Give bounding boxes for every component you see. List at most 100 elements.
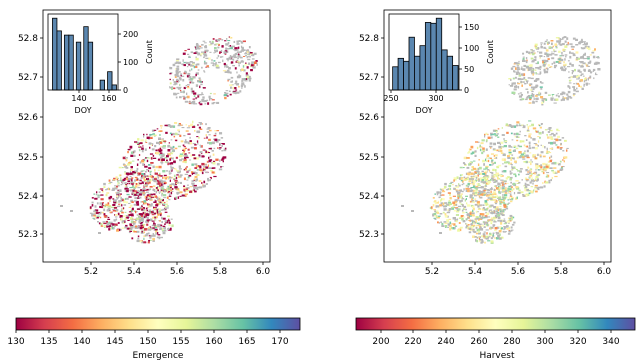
no-data-parcel xyxy=(162,147,166,149)
field-parcel xyxy=(126,216,129,219)
no-data-parcel xyxy=(223,51,227,54)
no-data-parcel xyxy=(176,92,180,94)
no-data-parcel xyxy=(473,231,477,233)
field-parcel xyxy=(559,160,562,163)
field-parcel xyxy=(462,211,465,214)
field-parcel xyxy=(477,224,480,227)
no-data-parcel xyxy=(553,66,557,69)
field-parcel xyxy=(144,228,147,231)
field-parcel xyxy=(146,181,149,184)
field-parcel xyxy=(157,226,159,228)
no-data-parcel xyxy=(517,93,520,95)
field-parcel xyxy=(474,198,477,201)
no-data-parcel xyxy=(106,215,108,218)
no-data-parcel xyxy=(516,124,519,127)
no-data-parcel xyxy=(133,203,137,206)
no-data-parcel xyxy=(446,189,449,191)
no-data-parcel xyxy=(202,166,207,168)
field-parcel xyxy=(491,175,494,179)
field-parcel xyxy=(175,183,179,184)
field-parcel xyxy=(555,47,558,49)
no-data-parcel xyxy=(550,179,552,182)
no-data-parcel xyxy=(186,92,188,95)
no-data-parcel xyxy=(540,46,543,49)
no-data-parcel xyxy=(207,141,209,144)
no-data-parcel xyxy=(550,98,554,101)
no-data-parcel xyxy=(197,69,200,71)
no-data-parcel xyxy=(158,192,161,194)
field-parcel xyxy=(433,209,436,211)
no-data-parcel xyxy=(98,191,101,193)
field-parcel xyxy=(126,201,128,204)
field-parcel xyxy=(544,129,548,131)
field-parcel xyxy=(527,126,529,130)
field-parcel xyxy=(519,155,524,158)
field-parcel xyxy=(202,149,205,151)
no-data-parcel xyxy=(444,182,447,186)
histogram-bar xyxy=(68,34,74,91)
field-parcel xyxy=(492,234,494,236)
field-parcel xyxy=(134,176,138,178)
field-parcel xyxy=(484,133,486,136)
y-tick-label: 52.3 xyxy=(18,230,38,240)
field-parcel xyxy=(170,152,173,155)
no-data-parcel xyxy=(569,55,572,59)
no-data-parcel xyxy=(485,238,489,240)
field-parcel xyxy=(548,152,552,154)
no-data-parcel xyxy=(535,73,538,75)
field-parcel xyxy=(193,95,196,98)
no-data-parcel xyxy=(120,184,123,186)
field-parcel xyxy=(539,136,541,139)
no-data-parcel xyxy=(512,65,516,68)
no-data-parcel xyxy=(497,219,500,222)
field-parcel xyxy=(148,179,151,181)
field-parcel xyxy=(157,158,161,161)
field-parcel xyxy=(184,168,187,171)
field-parcel xyxy=(175,59,179,62)
field-parcel xyxy=(135,142,138,144)
field-parcel xyxy=(533,154,537,156)
field-parcel xyxy=(208,159,211,163)
no-data-parcel xyxy=(226,48,230,50)
field-parcel xyxy=(498,226,502,228)
no-data-parcel xyxy=(226,69,230,72)
field-parcel xyxy=(134,190,137,192)
field-parcel xyxy=(168,142,170,144)
no-data-parcel xyxy=(509,193,512,197)
field-parcel xyxy=(135,177,138,181)
no-data-parcel xyxy=(553,61,556,64)
field-parcel xyxy=(147,170,150,172)
field-parcel xyxy=(198,102,200,104)
field-parcel xyxy=(470,229,474,231)
no-data-parcel xyxy=(173,92,176,96)
no-data-parcel xyxy=(204,103,207,105)
field-parcel xyxy=(194,175,198,178)
field-parcel xyxy=(169,132,172,135)
field-parcel xyxy=(446,219,449,222)
no-data-parcel xyxy=(575,90,579,93)
field-parcel xyxy=(143,176,145,179)
no-data-parcel xyxy=(248,56,251,58)
no-data-parcel xyxy=(192,143,196,145)
field-parcel xyxy=(159,172,161,175)
no-data-parcel xyxy=(487,197,490,199)
no-data-parcel xyxy=(209,155,212,158)
field-parcel xyxy=(534,43,538,47)
no-data-parcel xyxy=(474,236,477,238)
field-parcel xyxy=(123,201,127,204)
no-data-parcel xyxy=(466,224,468,227)
no-data-parcel xyxy=(559,147,562,150)
no-data-parcel xyxy=(542,131,544,134)
no-data-parcel xyxy=(476,217,479,220)
no-data-parcel xyxy=(166,161,169,164)
no-data-parcel xyxy=(476,186,479,189)
no-data-parcel xyxy=(510,226,513,229)
field-parcel xyxy=(129,172,133,175)
no-data-parcel xyxy=(525,173,529,175)
field-parcel xyxy=(146,219,150,222)
field-parcel xyxy=(539,168,544,171)
no-data-parcel xyxy=(128,231,131,234)
inset-y-tick-label: 0 xyxy=(123,86,128,95)
field-parcel xyxy=(182,152,185,155)
field-parcel xyxy=(517,170,521,172)
